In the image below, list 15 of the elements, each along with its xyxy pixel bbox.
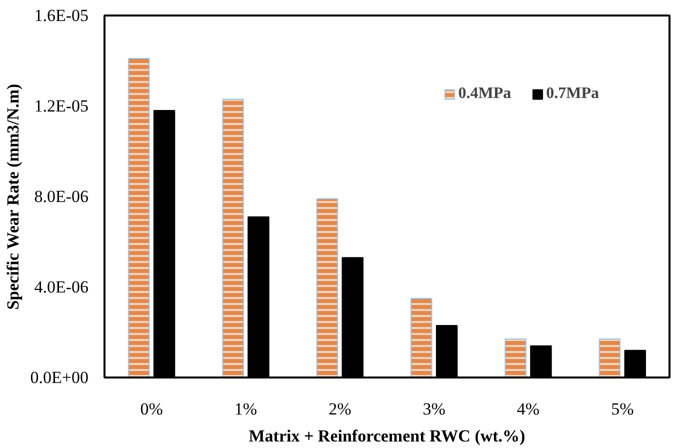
y-tick-label: 8.0E-06 (34, 187, 88, 206)
x-tick-label: 3% (422, 400, 446, 418)
x-tick-label: 4% (516, 400, 540, 418)
x-tick-label: 2% (328, 400, 352, 418)
x-tick-label: 1% (234, 400, 258, 418)
y-tick-label: 1.2E-05 (34, 96, 88, 116)
x-tick-label: 5% (611, 400, 634, 418)
legend-label: 0.4MPa (458, 85, 512, 103)
y-axis-title: Specific Wear Rate (mm3/N.m) (3, 84, 22, 310)
y-tick-label: 4.0E-06 (34, 278, 88, 296)
y-tick-label: 1.6E-05 (34, 6, 88, 25)
legend-label: 0.7MPa (546, 85, 599, 103)
x-axis-title: Matrix + Reinforcement RWC (wt.%) (248, 426, 526, 446)
y-tick-label: 0.0E+00 (30, 368, 89, 387)
x-tick-label: 0% (140, 400, 163, 418)
